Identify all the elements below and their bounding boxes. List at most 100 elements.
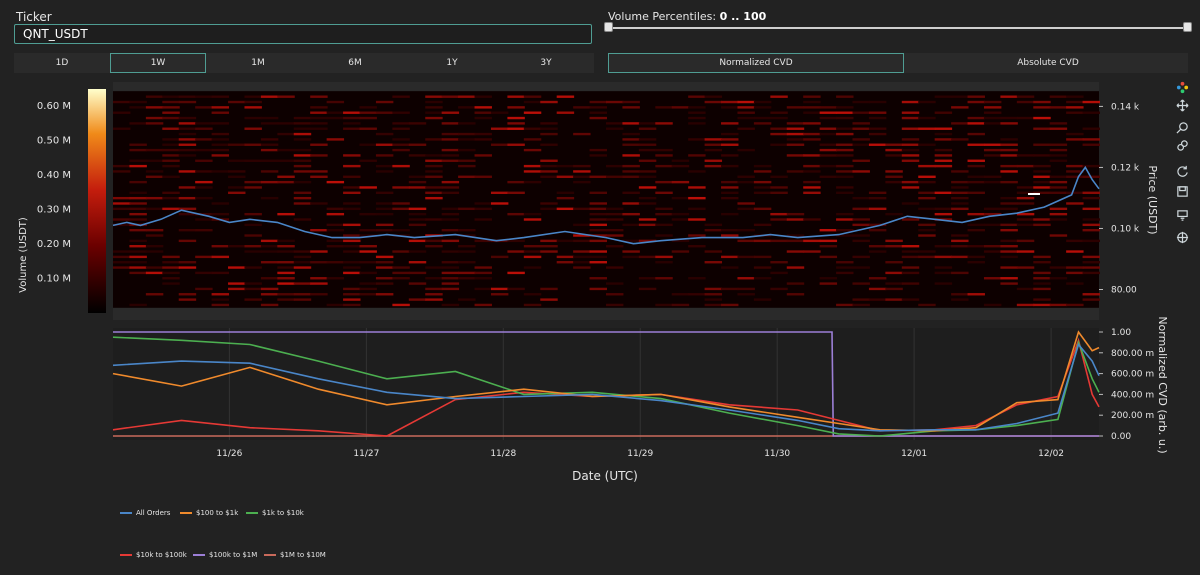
heatmap-cell: [162, 159, 180, 162]
heatmap-cell: [770, 287, 788, 291]
timeframe-3y-button[interactable]: 3Y: [540, 58, 552, 68]
cvd-series-line: [112, 342, 1100, 432]
timeframe-1d-button[interactable]: 1D: [55, 58, 69, 68]
heatmap-cell: [655, 154, 673, 157]
heatmap-cell: [951, 255, 969, 259]
volume-percentiles-label: Volume Percentiles: 0 .. 100: [608, 10, 766, 23]
heatmap-cell: [540, 250, 558, 253]
heatmap-cell: [885, 282, 903, 285]
heatmap-cell: [228, 266, 246, 269]
heatmap-cell: [195, 228, 213, 232]
heatmap-cell: [770, 239, 788, 243]
heatmap-cell: [1049, 180, 1068, 184]
heatmap-cell: [573, 223, 591, 227]
heatmap-cell: [408, 143, 427, 146]
heatmap-cell: [244, 223, 262, 227]
heatmap-cell: [523, 148, 542, 152]
cvd-plot-area[interactable]: [113, 328, 1099, 440]
heatmap-cell: [375, 111, 394, 114]
heatmap-cell: [474, 277, 492, 280]
legend-10k-to-100k[interactable]: $10k to $100k: [120, 551, 187, 559]
volume-range-slider[interactable]: [608, 27, 1188, 29]
zoom-icon[interactable]: [1172, 118, 1192, 136]
heatmap-cell: [951, 95, 969, 98]
heatmap-cell: [293, 282, 312, 285]
heatmap-cell: [310, 143, 328, 146]
legend-all-orders[interactable]: All Orders: [120, 509, 170, 517]
heatmap-cell: [260, 95, 279, 98]
timeframe-1y-button[interactable]: 1Y: [446, 58, 458, 68]
legend-100k-to-1m[interactable]: $100k to $1M: [193, 551, 257, 559]
legend-1m-to-10m[interactable]: $1M to $10M: [264, 551, 326, 559]
heatmap-cell: [1049, 212, 1068, 216]
volume-percentiles-title: Volume Percentiles:: [608, 10, 720, 23]
colorbar-tick-label: 0.50 M: [37, 136, 71, 147]
heatmap-cell: [770, 143, 788, 146]
heatmap-cell: [507, 122, 525, 125]
slider-max-handle[interactable]: [1183, 22, 1192, 32]
heatmap-cell: [786, 127, 805, 130]
heatmap-cell: [1016, 154, 1035, 157]
heatmap-cell: [474, 239, 492, 243]
heatmap-cell: [375, 207, 394, 211]
heatmap-cell: [836, 261, 854, 264]
heatmap-cell: [556, 191, 575, 195]
heatmap-cell: [343, 164, 361, 168]
ticker-input[interactable]: [14, 24, 592, 44]
absolute-cvd-button[interactable]: Absolute CVD: [1017, 58, 1079, 68]
timeframe-6m-button[interactable]: 6M: [348, 58, 362, 68]
heatmap-cell: [1016, 116, 1035, 120]
reset-zoom-icon[interactable]: [1172, 136, 1192, 154]
heatmap-cell: [458, 164, 476, 168]
heatmap-cell: [885, 154, 903, 157]
heatmap-cell: [704, 261, 723, 264]
save-image-icon[interactable]: [1172, 182, 1192, 200]
plotly-logo-icon[interactable]: [1172, 78, 1192, 96]
legend-100-to-1k[interactable]: $100 to $1k: [180, 509, 238, 517]
heatmap-cell: [1033, 261, 1051, 264]
heatmap-cell: [178, 170, 197, 173]
timeframe-1w-button[interactable]: 1W: [110, 53, 206, 73]
heatmap-cell: [277, 298, 295, 301]
heatmap-cell: [326, 223, 345, 227]
heatmap-cell: [951, 207, 969, 211]
heatmap-cell: [589, 202, 607, 205]
slider-min-handle[interactable]: [604, 22, 613, 32]
heatmap-cell: [638, 223, 657, 227]
legend-swatch: [120, 512, 132, 514]
heatmap-cell: [951, 180, 969, 184]
price-axis-ticks: 80.00 0.10 k 0.12 k 0.14 k: [1099, 102, 1140, 295]
charts-canvas[interactable]: 0.10 M 0.20 M 0.30 M 0.40 M 0.50 M 0.60 M Vol…: [0, 75, 1170, 505]
heatmap-cell: [1033, 180, 1051, 184]
heatmap-cell: [951, 245, 969, 248]
heatmap-cell: [162, 127, 180, 130]
hover-compare-icon[interactable]: [1172, 206, 1192, 224]
legend-swatch: [120, 554, 132, 556]
heatmap-cell: [540, 164, 558, 168]
normalized-cvd-button[interactable]: Normalized CVD: [608, 53, 904, 73]
heatmap-cell: [425, 298, 443, 301]
heatmap-cell: [244, 106, 262, 109]
heatmap-cell: [540, 175, 558, 178]
heatmap-cell: [277, 250, 295, 253]
heatmap-cell: [260, 138, 279, 141]
legend-1k-to-10k[interactable]: $1k to $10k: [246, 509, 304, 517]
heatmap-cell: [721, 234, 739, 237]
autoscale-icon[interactable]: [1172, 162, 1192, 180]
heatmap-cell: [425, 164, 443, 168]
crosshair-icon[interactable]: [1172, 228, 1192, 246]
heatmap-cell: [983, 106, 1002, 109]
heatmap-cell: [375, 212, 394, 216]
heatmap-cell: [655, 164, 673, 168]
pan-icon[interactable]: [1172, 96, 1192, 114]
heatmap-cell: [688, 234, 706, 237]
heatmap-cell: [260, 277, 279, 280]
heatmap-cell: [359, 106, 377, 109]
heatmap-cell: [852, 111, 870, 114]
heatmap-cell: [178, 298, 197, 301]
timeframe-1m-button[interactable]: 1M: [251, 58, 265, 68]
heatmap-cell: [458, 95, 476, 98]
heatmap-cell: [228, 282, 246, 285]
heatmap-cell: [1082, 143, 1100, 146]
heatmap-cell: [573, 106, 591, 109]
